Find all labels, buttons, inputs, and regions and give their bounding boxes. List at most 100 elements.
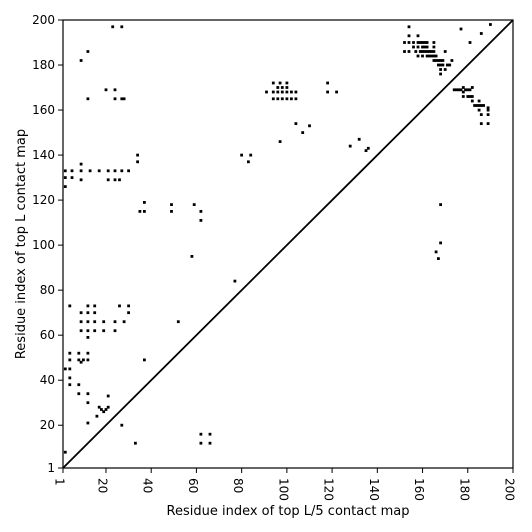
contact-marker: [468, 41, 472, 44]
contact-marker: [102, 329, 106, 333]
contact-marker: [416, 54, 420, 58]
contact-marker: [403, 41, 406, 44]
contact-marker: [439, 72, 442, 76]
contact-marker: [482, 104, 485, 107]
contact-marker: [86, 97, 90, 101]
contact-marker: [86, 358, 90, 362]
contact-marker: [118, 304, 121, 308]
contact-marker: [455, 88, 458, 92]
contact-marker: [143, 210, 146, 213]
contact-marker: [441, 63, 445, 67]
contact-marker: [430, 54, 433, 58]
contact-marker: [457, 88, 461, 92]
contact-marker: [276, 90, 280, 94]
x-tick-label: 40: [141, 478, 155, 493]
x-tick-label: 60: [186, 478, 200, 493]
contact-marker: [208, 432, 212, 436]
contact-marker: [464, 88, 467, 92]
contact-marker: [421, 41, 424, 44]
contact-marker: [113, 97, 117, 101]
contact-marker: [427, 54, 431, 58]
contact-marker: [439, 241, 442, 245]
contact-marker: [407, 50, 411, 53]
contact-marker: [79, 360, 83, 364]
contact-marker: [468, 88, 472, 92]
contact-marker: [285, 81, 289, 85]
contact-marker: [93, 329, 97, 333]
contact-marker: [412, 45, 415, 49]
contact-marker: [443, 50, 447, 53]
contact-marker: [432, 41, 436, 44]
contact-marker: [280, 86, 284, 89]
contact-marker: [418, 41, 422, 44]
contact-marker: [486, 106, 490, 110]
contact-marker: [443, 68, 447, 71]
contact-marker: [477, 99, 481, 103]
contact-marker: [120, 423, 124, 427]
contact-marker: [418, 50, 422, 53]
contact-marker: [122, 97, 126, 101]
contact-marker: [423, 50, 427, 53]
contact-marker: [475, 104, 479, 107]
contact-marker: [407, 41, 411, 44]
contact-marker: [63, 176, 67, 179]
contact-marker: [120, 169, 124, 173]
contact-marker: [301, 131, 305, 134]
contact-marker: [93, 311, 97, 315]
contact-marker: [138, 210, 142, 213]
contact-marker: [170, 210, 173, 213]
contact-marker: [294, 90, 298, 94]
contact-marker: [486, 108, 490, 112]
contact-marker: [278, 140, 282, 143]
contact-marker: [450, 59, 454, 62]
contact-marker: [441, 59, 445, 62]
contact-marker: [104, 408, 108, 411]
contact-marker: [423, 45, 427, 49]
contact-marker: [276, 97, 280, 101]
contact-marker: [308, 124, 311, 128]
contact-marker: [63, 450, 67, 454]
contact-marker: [326, 90, 329, 94]
contact-marker: [247, 160, 250, 164]
contact-marker: [208, 441, 212, 445]
contact-marker: [79, 162, 83, 166]
y-tick-label: 80: [40, 283, 55, 297]
contact-marker: [285, 90, 289, 94]
contact-marker: [176, 320, 180, 324]
contact-marker: [285, 97, 289, 101]
x-tick-label: 180: [457, 478, 471, 501]
contact-marker: [446, 63, 449, 67]
contact-marker: [473, 104, 476, 107]
contact-marker: [276, 86, 280, 89]
contact-marker: [432, 50, 436, 53]
contact-marker: [470, 99, 474, 103]
contact-marker: [271, 97, 275, 101]
contact-marker: [97, 405, 101, 409]
contact-marker: [63, 169, 67, 173]
contact-marker: [86, 351, 90, 355]
contact-marker: [79, 178, 83, 182]
contact-marker: [127, 311, 130, 315]
contact-marker: [439, 63, 442, 67]
contact-marker: [452, 88, 456, 92]
y-tick-label: 140: [32, 148, 55, 162]
contact-marker: [416, 34, 420, 38]
y-tick-label: 180: [32, 58, 55, 72]
contact-marker: [86, 311, 90, 315]
contact-marker: [416, 45, 420, 49]
contact-marker: [106, 394, 110, 398]
contact-marker: [280, 90, 284, 94]
contact-marker: [111, 25, 115, 29]
contact-marker: [93, 320, 97, 324]
contact-marker: [290, 90, 293, 94]
x-tick-label: 140: [367, 478, 381, 501]
contact-marker: [70, 169, 74, 173]
contact-marker: [425, 50, 429, 53]
contact-marker: [477, 108, 481, 112]
contact-marker: [432, 59, 436, 62]
contact-marker: [432, 54, 436, 58]
contact-marker: [79, 311, 83, 315]
contact-marker: [233, 279, 237, 283]
contact-marker: [486, 122, 490, 125]
